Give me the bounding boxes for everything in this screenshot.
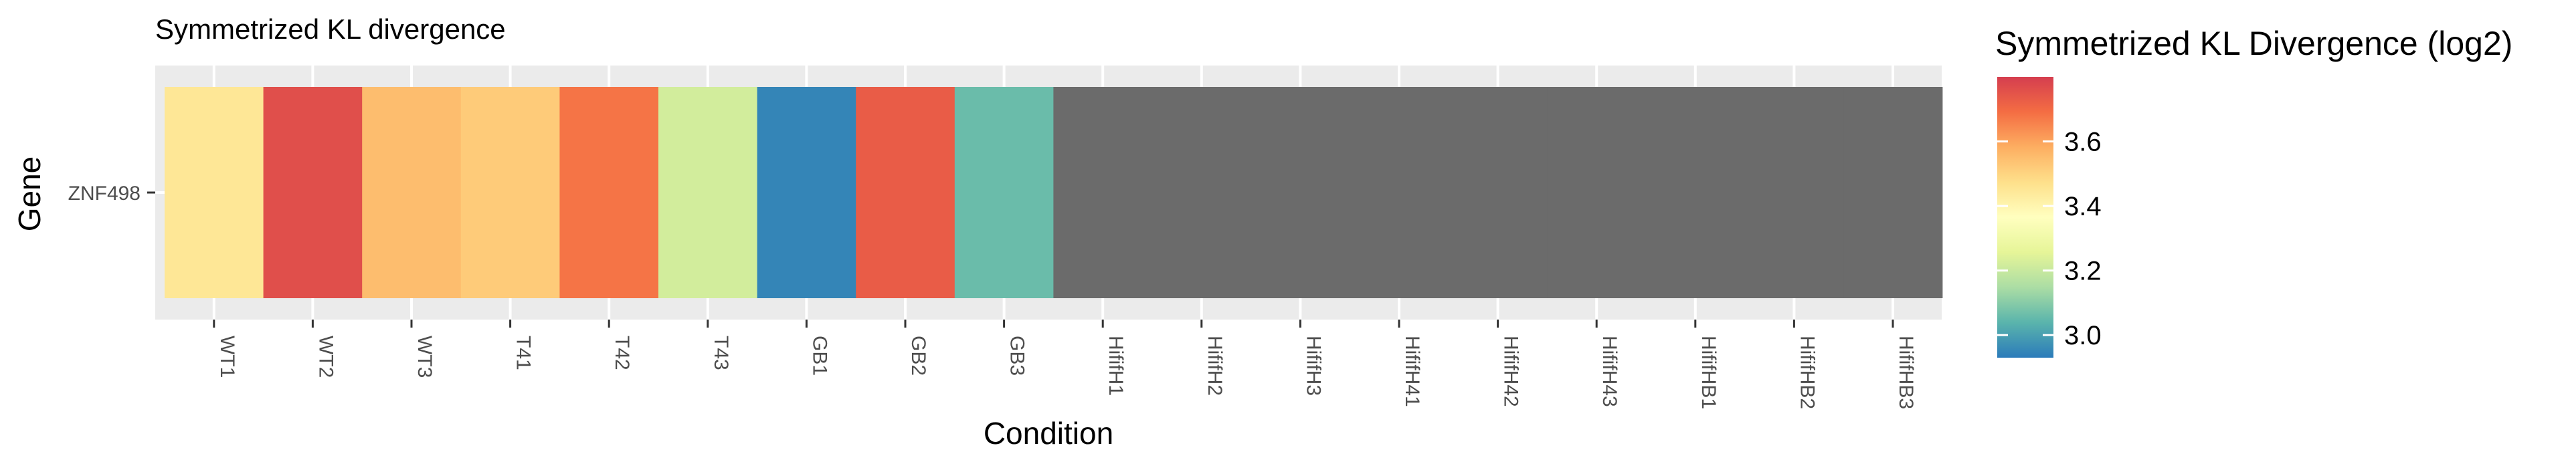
heatmap-cell [1152,87,1252,298]
x-tick-label: HififH1 [1105,336,1127,396]
x-tick-label: T43 [710,336,732,370]
x-tick-label: HififHB3 [1895,336,1917,409]
x-tick-label: HififH41 [1401,336,1423,407]
x-tick-label: GB2 [907,336,929,376]
x-tick-label: HififHB1 [1697,336,1720,409]
legend-colorbar [1997,77,2053,358]
x-tick-label: T41 [513,336,535,370]
heatmap-cell [1053,87,1153,298]
heatmap-cell [658,87,758,298]
y-axis: ZNF498 [68,183,155,205]
x-axis-label: Condition [984,416,1113,451]
y-axis-label: Gene [12,156,47,232]
x-tick-label: HififH42 [1500,336,1522,407]
x-tick-label: T42 [611,336,633,370]
heatmap-cell [856,87,955,298]
x-tick-label: GB1 [808,336,830,376]
heatmap-cell [1448,87,1548,298]
heatmap-cell [559,87,659,298]
legend-ticks: 3.0 3.2 3.4 3.6 [1997,128,2102,350]
y-tick-label: ZNF498 [68,183,141,205]
heatmap-cell [954,87,1054,298]
heatmap-cell [362,87,462,298]
heatmap-cell [1744,87,1844,298]
heatmap-cell [1547,87,1647,298]
x-tick-label: HififH43 [1598,336,1621,407]
chart-title: Symmetrized KL divergence [155,13,506,45]
x-tick-label: HififH3 [1302,336,1324,396]
legend-tick-label: 3.6 [2064,128,2102,157]
heatmap-cell [1843,87,1943,298]
x-tick-label: WT3 [413,336,436,378]
legend-title: Symmetrized KL Divergence (log2) [1995,25,2512,62]
heatmap-cell [1251,87,1350,298]
legend-tick-label: 3.2 [2064,257,2102,286]
legend-tick-label: 3.4 [2064,192,2102,221]
x-tick-label: GB3 [1006,336,1028,376]
heatmap-cell [263,87,363,298]
x-tick-label: WT1 [216,336,238,378]
heatmap-cell [1646,87,1746,298]
legend-tick-label: 3.0 [2064,321,2102,350]
heatmap-cell [165,87,264,298]
x-axis: WT1 WT2 WT3 T41 T42 T43 GB1 GB2 GB3 HififH1 HififH… [213,320,1917,409]
x-tick-label: HififHB2 [1796,336,1818,409]
x-tick-label: WT2 [314,336,337,378]
heatmap-cell [757,87,856,298]
color-legend: Symmetrized KL Divergence (log2) 3.03.23… [1995,25,2512,358]
heatmap-cell [1350,87,1449,298]
heatmap-tiles [165,87,1943,298]
heatmap-cell [460,87,560,298]
x-tick-label: HififH2 [1204,336,1226,396]
